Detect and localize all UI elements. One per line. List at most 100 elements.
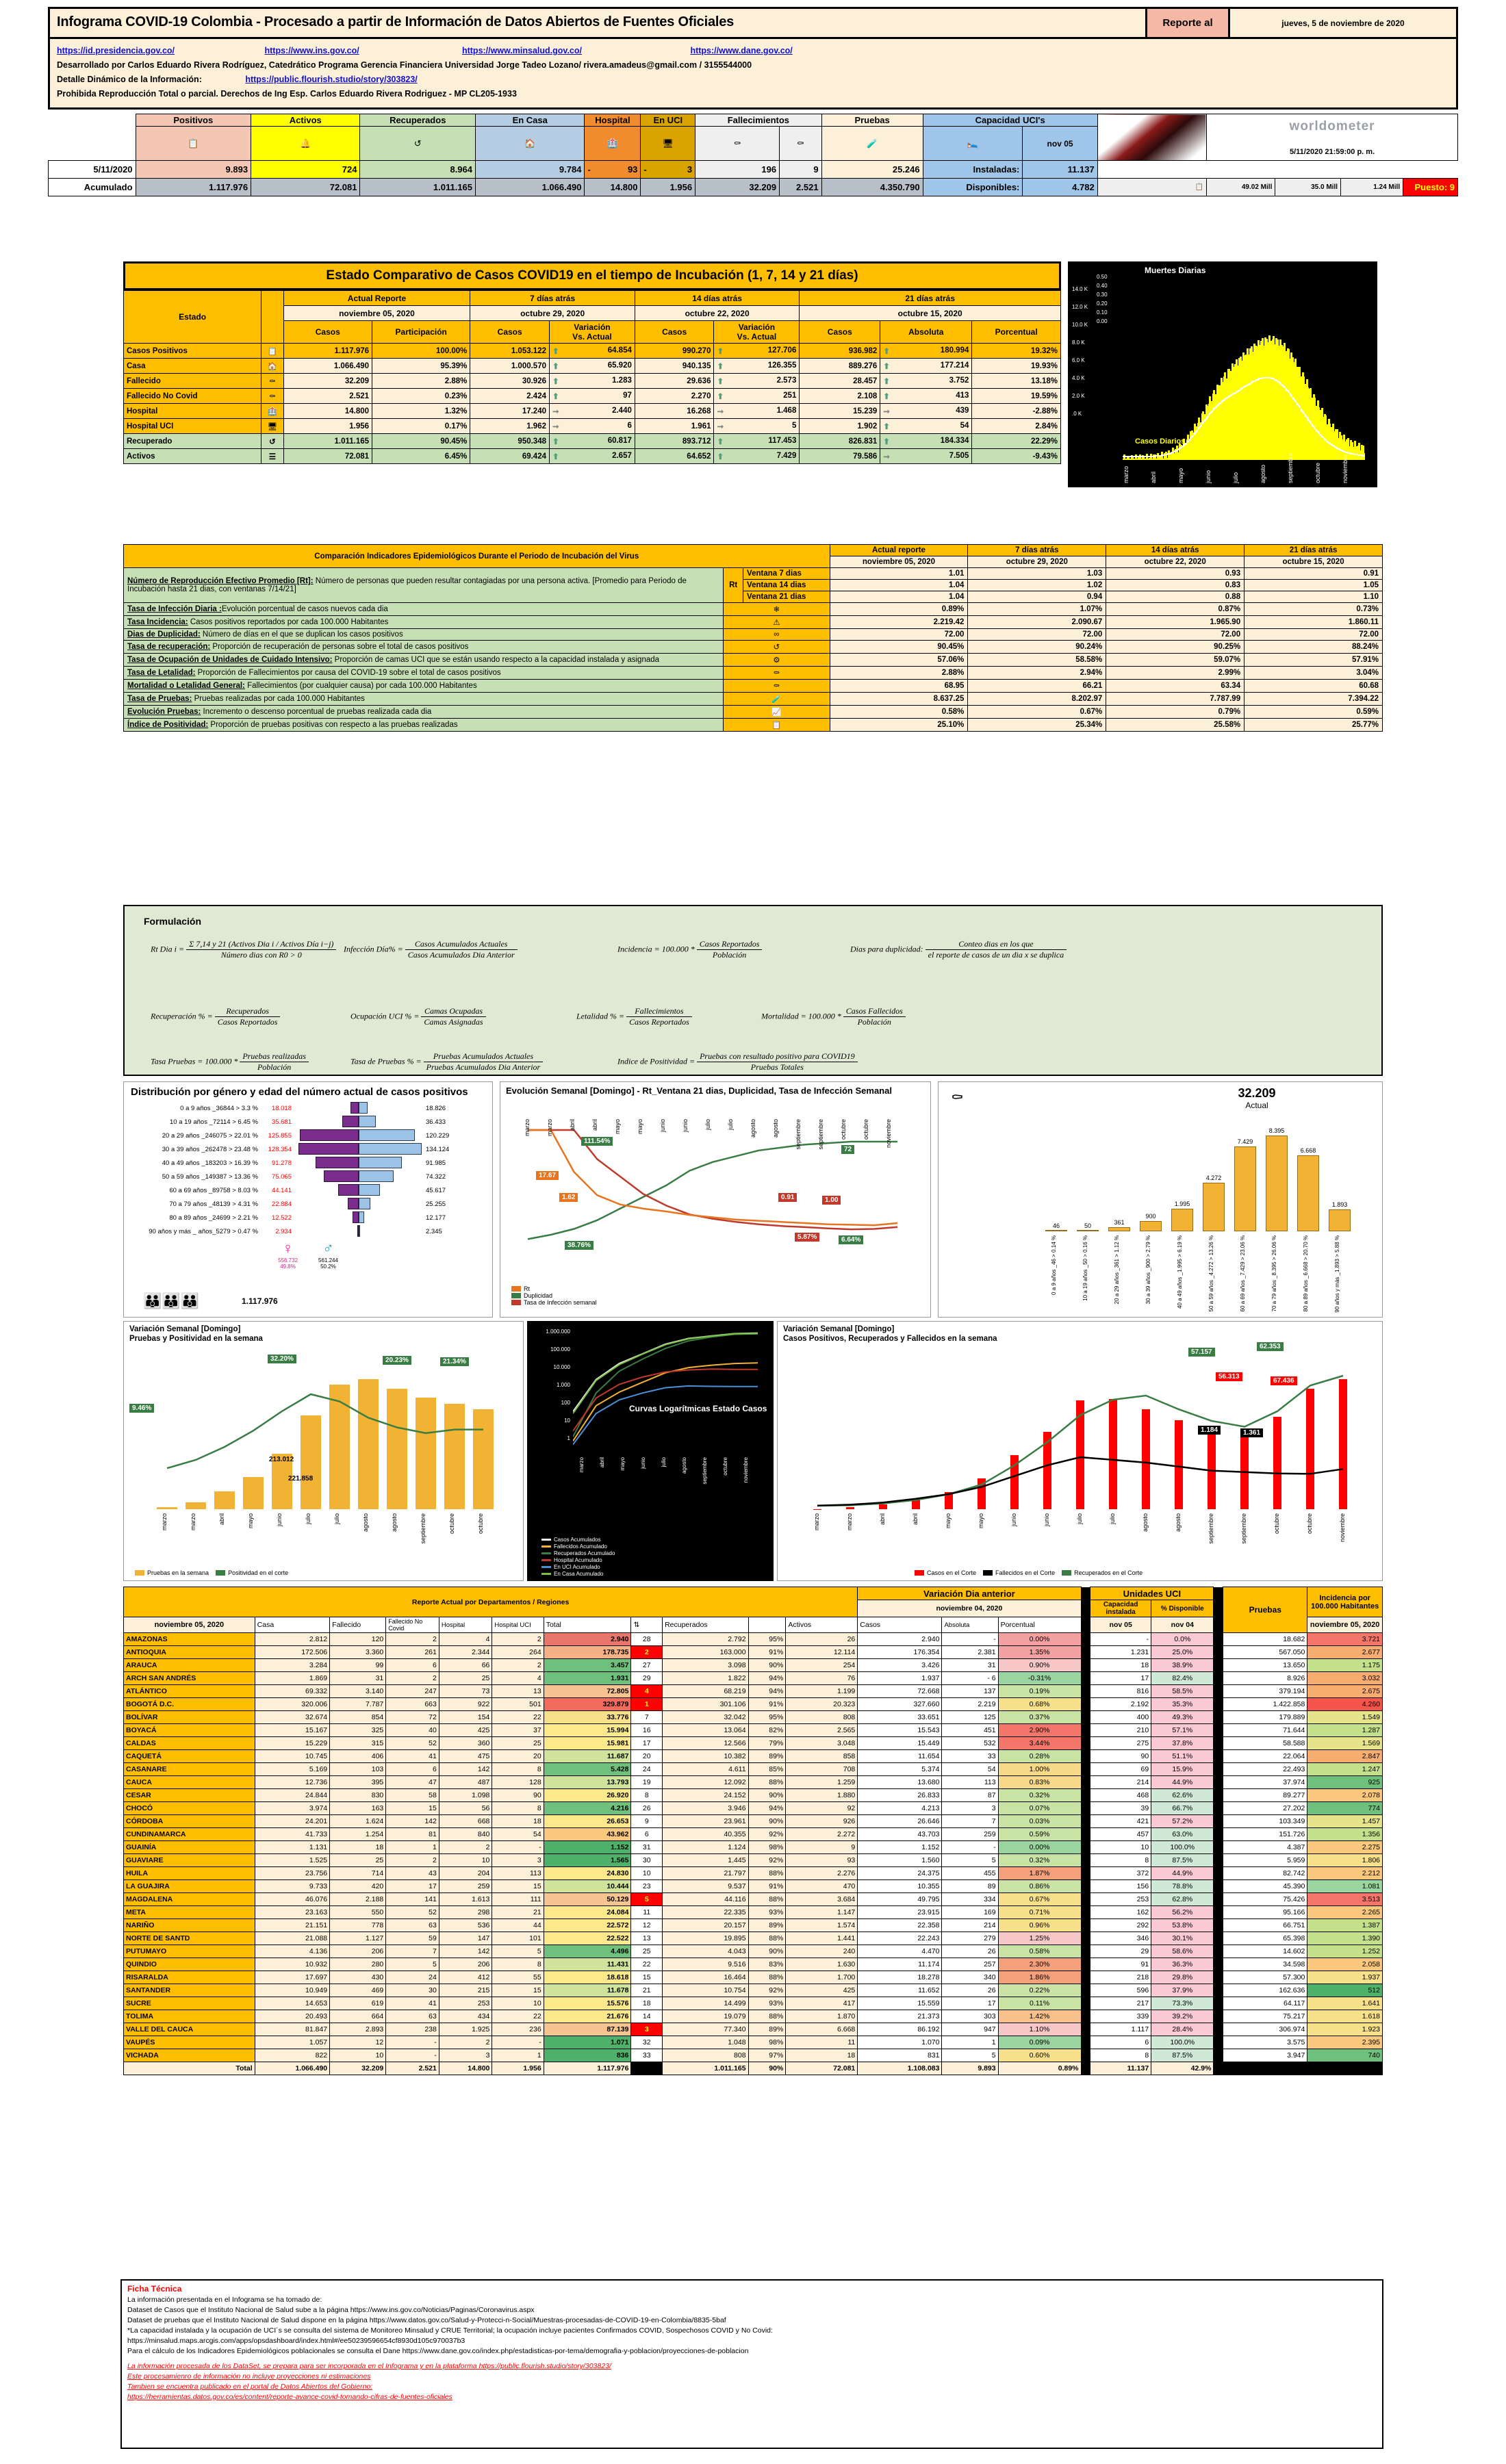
table-row[interactable]: VAUPÉS 1.057 12-2-1.071 32 1.048 98% 11 1.070 1 0…	[123, 2036, 1383, 2049]
table-row[interactable]: AMAZONAS 2.812 120 2 4 2 2.940 28 2.792 95% 26 2.94…	[123, 1632, 1383, 1646]
formula-denominator: Población	[712, 950, 747, 960]
piramide-female-bar	[348, 1198, 359, 1209]
dept-hospital-uci: 101	[492, 1932, 544, 1945]
estado-row-name: Hospital UCI	[123, 418, 262, 434]
estado-pct-21: 2.84%	[971, 418, 1061, 434]
kpi-instaladas-label: Instaladas:	[922, 160, 1023, 179]
muertes-ytick-right: 0.20	[1097, 300, 1108, 307]
table-row[interactable]: ARCH SAN ANDRÉS 1.869 31 2 25 4 1.931 29 1.822 94…	[123, 1671, 1383, 1685]
arrow-up-icon: ⬆	[883, 377, 890, 386]
table-row[interactable]: PUTUMAYO 4.136 206 7 142 5 4.496 25 4.043 90% 240 4…	[123, 1945, 1383, 1958]
kpi-header-capacidaduci: Capacidad UCI's	[922, 114, 1098, 127]
indicador-value: 59.07%	[1106, 653, 1245, 667]
kpi-header-row: Positivos Activos Recuperados En Casa Ho…	[49, 114, 1458, 161]
dept-fallecido-nocovid: 58	[385, 1788, 439, 1802]
dept-activos: 2.276	[785, 1866, 858, 1880]
table-row[interactable]: LA GUAJIRA 9.733 420 17 259 15 10.444 23 9.537 91…	[123, 1879, 1383, 1893]
table-row[interactable]: NORTE DE SANTD 21.088 1.127 59 147 101 22.522 1…	[123, 1932, 1383, 1945]
table-row[interactable]: QUINDIO 10.932 280 5 206 8 11.431 22 9.516 83% 1.6…	[123, 1958, 1383, 1971]
link-minsalud[interactable]: https://www.minsalud.gov.co/	[461, 46, 582, 55]
dept-rank: 20	[630, 1749, 663, 1763]
table-row[interactable]: GUAINÍA 1.131 18 1 2-1.152 31 1.124 98% 9 1.152-0…	[123, 1840, 1383, 1854]
dept-total: 4.496	[543, 1945, 632, 1958]
dept-casos-prev: 1.070	[857, 2036, 943, 2049]
header-top-row: Infograma COVID-19 Colombia - Procesado …	[50, 9, 1456, 39]
table-row[interactable]: CUNDINAMARCA 41.733 1.254 81 840 54 43.962 6 40.…	[123, 1827, 1383, 1841]
dept-col-porcentual: Porcentual	[997, 1617, 1082, 1633]
piramide-male-value: 120.229	[426, 1131, 450, 1140]
arrow-right-icon: ➞	[717, 422, 724, 431]
legend-item: En Casa Acumulado	[541, 1571, 615, 1577]
wk1-xtick: abril	[218, 1513, 225, 1526]
piramide-bars	[294, 1143, 424, 1155]
dept-total: 13.793	[543, 1775, 632, 1789]
dept-total: 50.129	[543, 1892, 632, 1906]
table-row[interactable]: CALDAS 15.229 315 52 360 25 15.981 17 12.566 79% 3…	[123, 1736, 1383, 1750]
dept-rank: 12	[630, 1918, 663, 1932]
piramide-row: 30 a 39 años _262478 > 23.48 % 128.354 134…	[124, 1142, 492, 1156]
link-presidencia[interactable]: https://id.presidencia.gov.co/	[57, 46, 175, 55]
kpi-table: Positivos Activos Recuperados En Casa Ho…	[48, 114, 1458, 196]
pruebas-bar	[186, 1502, 206, 1509]
dept-recuperados: 9.516	[662, 1958, 749, 1971]
legend-swatch	[135, 1570, 144, 1576]
fallecidos-xtick: 40 a 49 años _1.995 > 6.19 %	[1177, 1235, 1183, 1309]
evolucion-annotation: 0.91	[778, 1193, 797, 1202]
formula-numerator: Recuperados	[214, 1006, 281, 1017]
table-row[interactable]: META 23.163 550 52 298 21 24.084 11 22.335 93% 1.1…	[123, 1905, 1383, 1919]
table-row[interactable]: ARAUCA 3.284 99 6 66 2 3.457 27 3.098 90% 254 3.426…	[123, 1658, 1383, 1672]
kpi-instaladas-value: 11.137	[1022, 160, 1098, 179]
dept-total: 836	[543, 2049, 632, 2062]
fallecidos-xtick: 10 a 19 años _50 > 0.16 %	[1082, 1235, 1088, 1301]
indicador-value: 2.99%	[1106, 666, 1245, 680]
table-row[interactable]: ANTIOQUIA 172.506 3.360 261 2.344 264 178.735 2…	[123, 1645, 1383, 1659]
wk2-xtick: abril	[599, 1457, 605, 1468]
table-row[interactable]: MAGDALENA 46.076 2.188 141 1.613 111 50.129 5 44…	[123, 1892, 1383, 1906]
indicadores-header-row: Comparación Indicadores Epidemiológicos …	[123, 544, 1383, 568]
table-row[interactable]: VICHADA 822 10-3 1 836 33 808 97% 18 831 5 0.60% 8 87…	[123, 2049, 1383, 2062]
table-row[interactable]: VALLE DEL CAUCA 81.847 2.893 238 1.925 236 87.…	[123, 2023, 1383, 2036]
dept-recuperados: 20.157	[662, 1918, 749, 1932]
kpi-day-encasa: 9.784	[475, 160, 585, 179]
tomb-virus-icon: ⚰	[695, 126, 780, 161]
table-row[interactable]: CÓRDOBA 24.201 1.624 142 668 18 26.653 9 23.961 9…	[123, 1814, 1383, 1828]
table-row[interactable]: BOYACÁ 15.167 325 40 425 37 15.994 16 13.064 82% 2…	[123, 1723, 1383, 1737]
dept-incidencia: 1.175	[1307, 1658, 1383, 1672]
legend-label: En UCI Acumulado	[554, 1564, 600, 1570]
dept-porcentual: 1.35%	[997, 1645, 1082, 1659]
kpi-acc-pruebas: 4.350.790	[821, 178, 923, 196]
table-row[interactable]: SANTANDER 10.949 469 30 215 15 11.678 21 10.754 9…	[123, 1984, 1383, 1997]
table-row[interactable]: RISARALDA 17.697 430 24 412 55 18.618 15 16.464 8…	[123, 1971, 1383, 1984]
table-row[interactable]: NARIÑO 21.151 778 63 536 44 22.572 12 20.157 89% 1…	[123, 1918, 1383, 1932]
table-row[interactable]: HUILA 23.756 714 43 204 113 24.830 10 21.797 88% 2…	[123, 1866, 1383, 1880]
table-row[interactable]: CASANARE 5.169 103 6 142 8 5.428 24 4.611 85% 708 5…	[123, 1762, 1383, 1776]
wk2-xtick: octubre	[722, 1457, 728, 1476]
dept-pruebas: 65.398	[1223, 1932, 1308, 1945]
link-ins[interactable]: https://www.ins.gov.co/	[264, 46, 359, 55]
table-row[interactable]: SUCRE 14.653 619 41 253 10 15.576 18 14.499 93% 41…	[123, 1997, 1383, 2010]
dept-fallecido: 619	[329, 1997, 387, 2010]
indicador-desc: Tasa de Letalidad: Proporción de Falleci…	[123, 666, 724, 680]
table-row[interactable]: ATLÁNTICO 69.332 3.140 247 73 13 72.805 4 68.219…	[123, 1684, 1383, 1698]
estado-comparativo-panel: Estado Comparativo de Casos COVID19 en e…	[123, 261, 1061, 464]
dept-recuperados-pct: 95%	[748, 1632, 787, 1646]
dept-total: 26.653	[543, 1814, 632, 1828]
table-row[interactable]: CESAR 24.844 830 58 1.098 90 26.920 8 24.152 90% 1…	[123, 1788, 1383, 1802]
piramide-row: 90 años y más _ años_5279 > 0.47 % 2.934 2…	[124, 1224, 492, 1238]
wk3-xtick: abril	[879, 1513, 886, 1526]
dept-casos-prev: 1.560	[857, 1853, 943, 1867]
table-row[interactable]: CAQUETÁ 10.745 406 41 475 20 11.687 20 10.382 89%…	[123, 1749, 1383, 1763]
dept-recuperados-pct: 98%	[748, 1840, 787, 1854]
formula-lhs: Tasa Pruebas = 100.000 *	[151, 1056, 238, 1066]
table-row[interactable]: BOLÍVAR 32.674 854 72 154 22 33.776 7 32.042 95% 8…	[123, 1710, 1383, 1724]
table-row[interactable]: BOGOTÁ D.C. 320.006 7.787 663 922 501 329.879 1…	[123, 1697, 1383, 1711]
table-row[interactable]: TOLIMA 20.493 664 63 434 22 21.676 14 19.079 88% 1…	[123, 2010, 1383, 2023]
link-dane[interactable]: https://www.dane.gov.co/	[690, 46, 793, 55]
dept-pruebas: 57.300	[1223, 1971, 1308, 1984]
table-row[interactable]: CHOCÓ 3.974 163 15 56 8 4.216 26 3.946 94% 92 4.213…	[123, 1801, 1383, 1815]
table-row[interactable]: CAUCA 12.736 395 47 487 128 13.793 19 12.092 88% 1…	[123, 1775, 1383, 1789]
link-flourish[interactable]: https://public.flourish.studio/story/303…	[245, 75, 418, 84]
piramide-female-bar	[316, 1157, 359, 1168]
table-row[interactable]: GUAVIARE 1.525 25 2 10 3 1.565 30 1.445 92% 93 1.56…	[123, 1853, 1383, 1867]
sort-icon[interactable]: ⇅	[630, 1617, 663, 1633]
